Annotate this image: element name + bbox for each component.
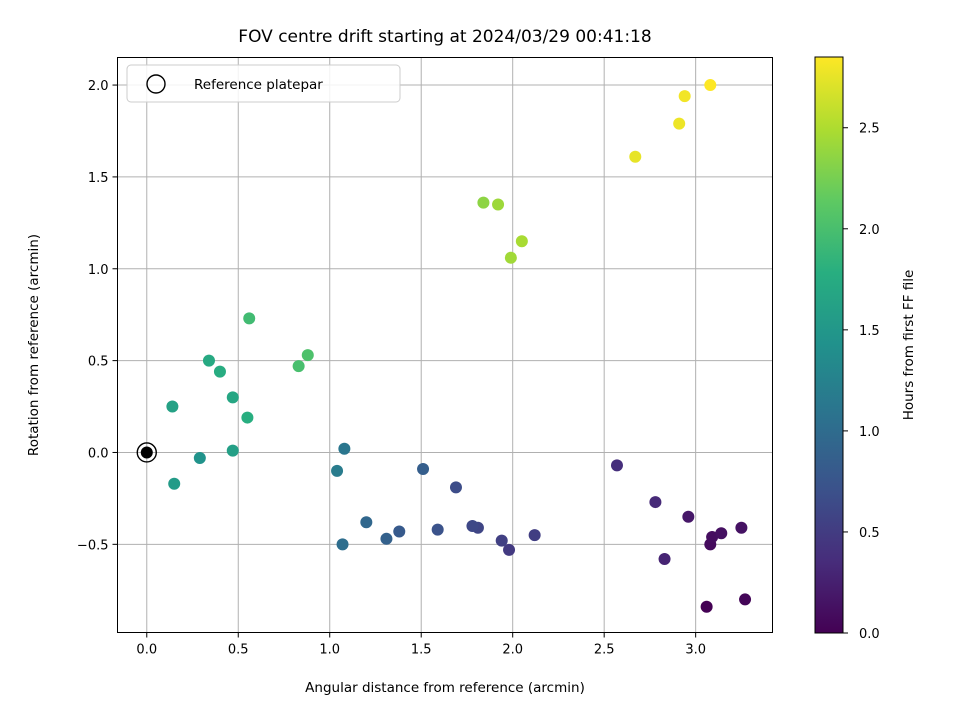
y-tick-label: 1.0: [88, 263, 109, 278]
x-tick-label: 1.5: [411, 643, 432, 658]
data-point: [331, 464, 344, 477]
reference-marker-layer: [136, 442, 157, 463]
x-axis-ticks: 0.0 0.5 1.0 1.5 2.0 2.5 3.0: [136, 632, 706, 658]
colorbar-tick-label: 0.5: [859, 526, 880, 541]
data-point: [528, 529, 541, 542]
legend-entry-reference: Reference platepar: [194, 77, 323, 93]
data-point: [213, 365, 226, 378]
x-tick-label: 3.0: [685, 643, 706, 658]
y-tick-label: −0.5: [77, 538, 109, 553]
data-point: [417, 463, 430, 476]
data-point: [610, 459, 623, 472]
reference-platepar-marker: [136, 442, 157, 463]
colorbar-tick-label: 1.5: [859, 324, 880, 339]
data-point: [739, 593, 752, 606]
data-point: [649, 496, 662, 509]
colorbar-label: Hours from first FF file: [901, 270, 917, 421]
data-point: [166, 400, 179, 413]
data-point: [492, 198, 505, 211]
data-point: [503, 543, 516, 556]
data-point: [168, 477, 181, 490]
data-points: [166, 79, 752, 613]
data-point: [393, 525, 406, 538]
data-point: [193, 451, 206, 464]
data-point: [704, 79, 717, 92]
x-tick-label: 2.0: [502, 643, 523, 658]
chart-title: FOV centre drift starting at 2024/03/29 …: [238, 27, 651, 47]
data-point: [477, 196, 490, 209]
data-point: [504, 251, 517, 264]
data-point: [715, 527, 728, 540]
x-tick-label: 1.0: [319, 643, 340, 658]
data-point: [678, 90, 691, 103]
data-point: [700, 600, 713, 613]
data-point: [495, 534, 508, 547]
colorbar-tick-label: 2.0: [859, 223, 880, 238]
data-point: [360, 516, 373, 529]
data-point: [515, 235, 528, 248]
y-tick-label: 0.0: [88, 446, 109, 461]
data-point: [682, 510, 695, 523]
data-point: [431, 523, 444, 536]
data-point: [673, 117, 686, 130]
y-axis-label: Rotation from reference (arcmin): [26, 234, 42, 456]
legend: Reference platepar: [126, 64, 401, 103]
data-point: [202, 354, 215, 367]
data-point: [226, 444, 239, 457]
data-point: [241, 411, 254, 424]
colorbar-tick-label: 1.0: [859, 425, 880, 440]
colorbar-gradient: [814, 56, 844, 634]
colorbar-tick-label: 0.0: [859, 627, 880, 642]
colorbar-ticks: 0.0 0.5 1.0 1.5 2.0 2.5: [843, 122, 880, 642]
y-tick-label: 1.5: [88, 171, 109, 186]
colorbar: 0.0 0.5 1.0 1.5 2.0 2.5 Hours from first FF f…: [814, 56, 917, 642]
reference-point: [140, 446, 153, 459]
data-point: [629, 150, 642, 163]
colorbar-tick-label: 2.5: [859, 122, 880, 137]
plot-frame: [117, 57, 773, 633]
y-tick-label: 2.0: [88, 79, 109, 94]
data-point: [226, 391, 239, 404]
x-tick-label: 0.5: [228, 643, 249, 658]
data-point: [301, 349, 314, 362]
data-point: [449, 481, 462, 494]
legend-reference-marker: [146, 74, 166, 94]
grid-lines: [117, 57, 773, 633]
data-point: [243, 312, 256, 325]
data-point: [292, 360, 305, 373]
x-tick-label: 0.0: [136, 643, 157, 658]
data-point: [336, 538, 349, 551]
data-point: [338, 442, 351, 455]
x-tick-label: 2.5: [594, 643, 615, 658]
data-point: [735, 521, 748, 534]
data-point: [466, 519, 479, 532]
y-tick-label: 0.5: [88, 355, 109, 370]
data-point: [658, 553, 671, 566]
x-axis-label: Angular distance from reference (arcmin): [305, 680, 585, 696]
y-axis-ticks: −0.5 0.0 0.5 1.0 1.5 2.0: [77, 79, 118, 553]
data-point: [380, 532, 393, 545]
data-point: [706, 530, 719, 543]
legend-box: [126, 64, 401, 103]
